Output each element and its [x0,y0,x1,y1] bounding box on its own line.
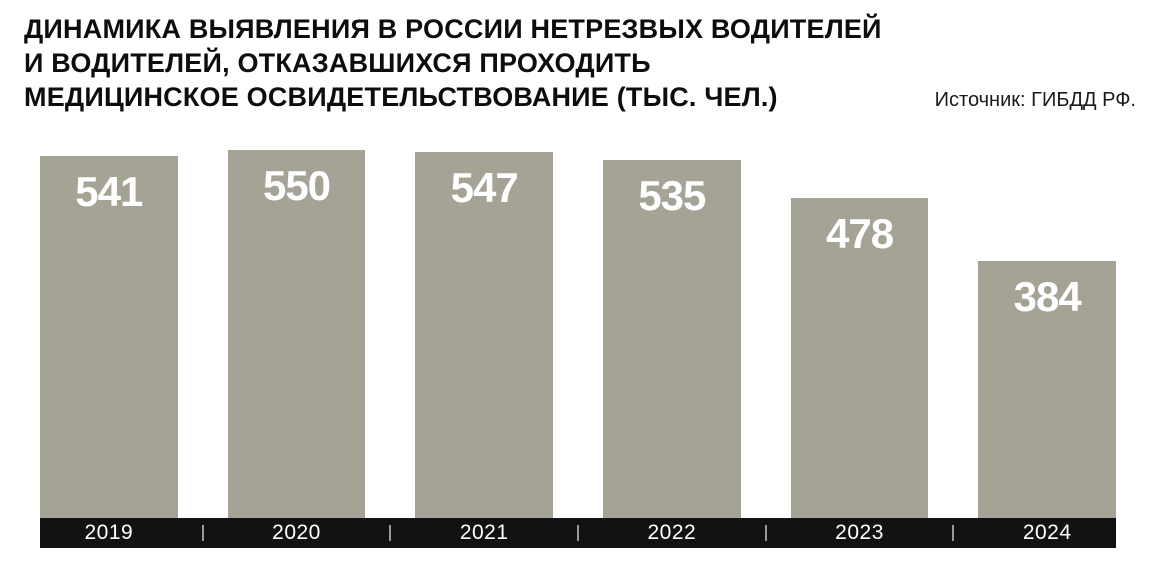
year-label-2020: 2020 [272,521,321,544]
x-axis: 2019 2020 2021 2022 2023 2024 [40,518,1116,548]
bar-2021: 547 [415,152,554,518]
bar-value-label: 384 [1013,273,1082,321]
year-label-2021: 2021 [459,521,509,544]
bar-value-label: 535 [638,172,706,220]
bar-2020: 550 [227,150,366,518]
divider-line [577,525,580,541]
plot-area: 541 550 547 535 478 384 [40,150,1117,518]
year-label-2024: 2024 [1022,521,1072,544]
bar-value-label: 550 [262,162,331,209]
bar-value-label: 547 [450,164,519,212]
bar-2023: 478 [790,198,929,518]
year-divider [553,518,603,548]
chart-source: Источник: ГИБДД РФ. [934,89,1136,111]
bar-column: 547 [415,150,554,518]
divider-line [952,525,955,541]
bar-2022: 535 [603,160,741,518]
bar-value-label: 478 [825,210,894,258]
divider-line [389,525,392,541]
bar-2024: 384 [978,261,1117,518]
year-divider [365,518,415,548]
bar-column: 535 [603,150,741,518]
year-label-2022: 2022 [647,521,697,544]
chart-title: ДИНАМИКА ВЫЯВЛЕНИЯ В РОССИИ НЕТРЕЗВЫХ ВО… [24,14,882,112]
bar-2019: 541 [40,156,178,518]
year-label-2023: 2023 [835,521,884,544]
divider-line [201,525,204,541]
bar-value-label: 541 [75,168,143,216]
year-divider [741,518,791,548]
bar-column: 541 [40,150,178,518]
year-divider [178,518,228,548]
year-divider [928,518,978,548]
bar-column: 550 [227,150,366,518]
year-label-2019: 2019 [84,521,134,544]
divider-line [764,525,767,541]
bar-column: 478 [790,150,929,518]
chart-header: ДИНАМИКА ВЫЯВЛЕНИЯ В РОССИИ НЕТРЕЗВЫХ ВО… [0,0,1156,114]
bar-column: 384 [978,150,1117,518]
